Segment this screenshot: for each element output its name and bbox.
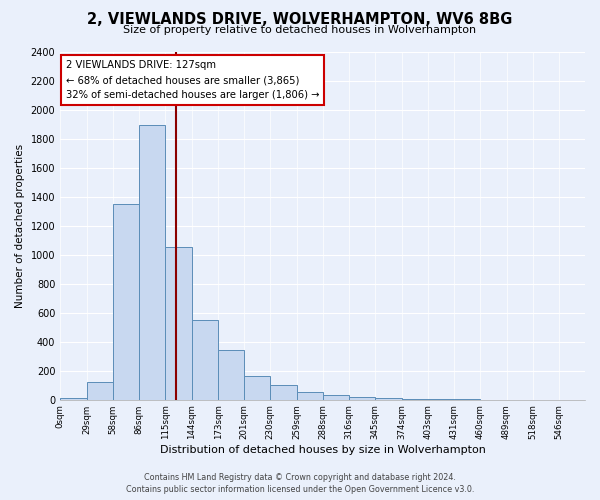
Bar xyxy=(218,350,244,400)
Bar xyxy=(86,382,113,400)
Text: 2, VIEWLANDS DRIVE, WOLVERHAMPTON, WV6 8BG: 2, VIEWLANDS DRIVE, WOLVERHAMPTON, WV6 8… xyxy=(88,12,512,28)
X-axis label: Distribution of detached houses by size in Wolverhampton: Distribution of detached houses by size … xyxy=(160,445,485,455)
Text: Contains HM Land Registry data © Crown copyright and database right 2024.
Contai: Contains HM Land Registry data © Crown c… xyxy=(126,472,474,494)
Bar xyxy=(60,398,86,400)
Y-axis label: Number of detached properties: Number of detached properties xyxy=(15,144,25,308)
Bar xyxy=(244,376,270,400)
Bar xyxy=(375,398,401,400)
Bar xyxy=(270,385,296,400)
Bar xyxy=(113,204,139,400)
Bar xyxy=(349,397,375,400)
Bar xyxy=(165,248,191,400)
Bar xyxy=(191,320,218,400)
Bar xyxy=(323,396,349,400)
Bar xyxy=(139,126,165,400)
Text: Size of property relative to detached houses in Wolverhampton: Size of property relative to detached ho… xyxy=(124,25,476,35)
Text: 2 VIEWLANDS DRIVE: 127sqm
← 68% of detached houses are smaller (3,865)
32% of se: 2 VIEWLANDS DRIVE: 127sqm ← 68% of detac… xyxy=(65,60,319,100)
Bar xyxy=(296,392,323,400)
Bar xyxy=(401,399,428,400)
